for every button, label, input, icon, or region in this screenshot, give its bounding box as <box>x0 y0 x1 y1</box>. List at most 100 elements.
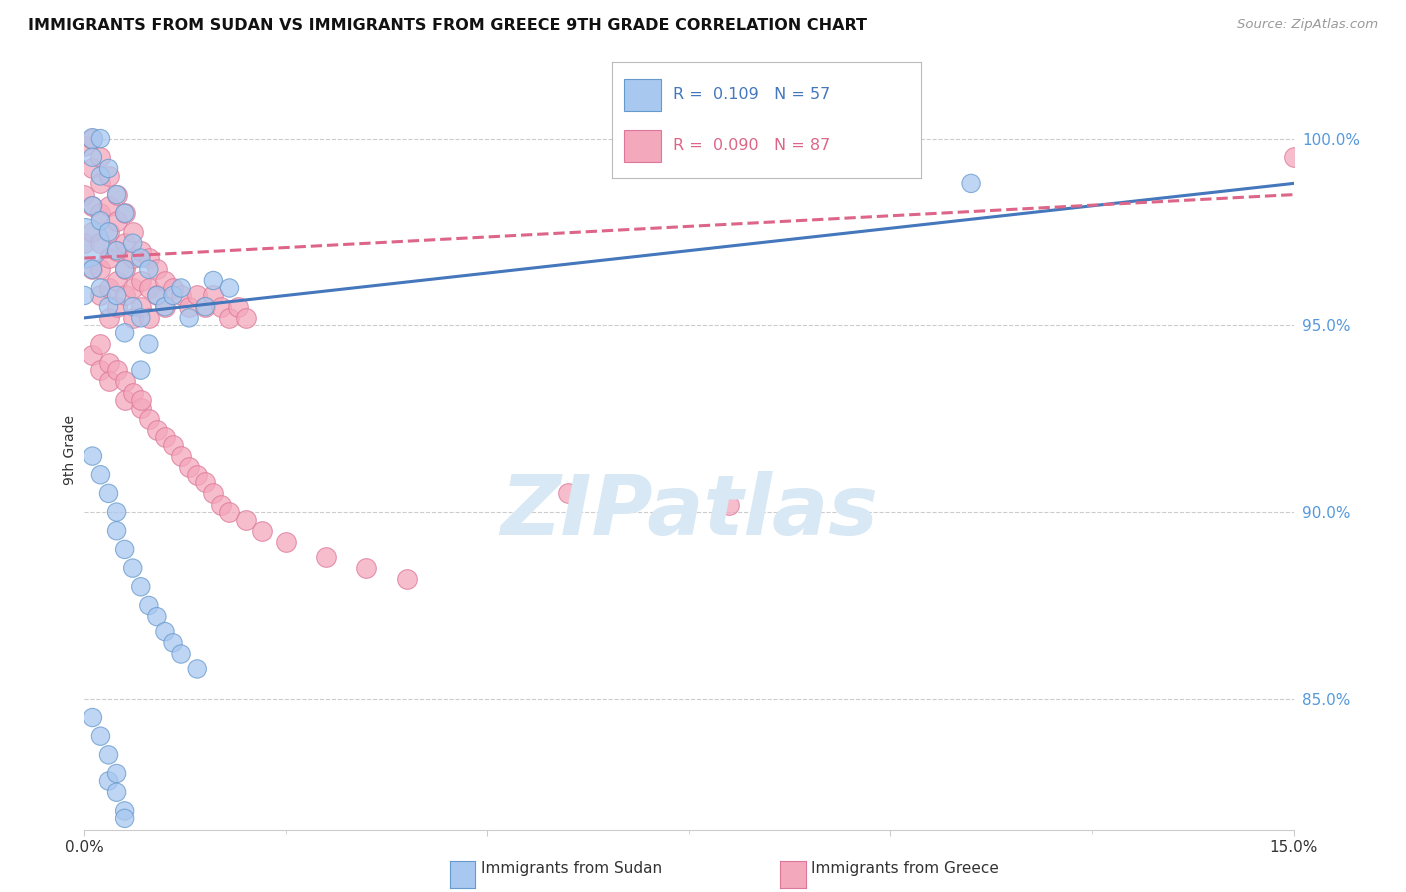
Point <box>179 300 201 314</box>
Point <box>73 236 96 251</box>
Point <box>146 423 169 437</box>
Y-axis label: 9th Grade: 9th Grade <box>63 416 77 485</box>
Point <box>179 310 201 325</box>
Point <box>121 225 143 239</box>
Point <box>557 486 579 500</box>
Point <box>82 131 104 145</box>
Point <box>146 262 169 277</box>
Point <box>250 524 273 538</box>
Point <box>162 281 184 295</box>
Point <box>202 273 225 287</box>
Point <box>170 449 193 463</box>
Point <box>194 475 217 490</box>
Point <box>114 262 136 277</box>
Point <box>146 288 169 302</box>
Point <box>194 300 217 314</box>
Point <box>138 251 160 265</box>
Text: Immigrants from Sudan: Immigrants from Sudan <box>481 861 662 876</box>
Bar <box>624 129 661 162</box>
Point <box>153 273 176 287</box>
Bar <box>624 78 661 112</box>
Point <box>218 310 240 325</box>
Point <box>129 392 152 407</box>
Point <box>153 624 176 639</box>
Point <box>89 467 111 482</box>
Point <box>73 139 96 153</box>
Point <box>97 486 120 500</box>
Point <box>97 161 120 176</box>
Point <box>129 300 152 314</box>
Point <box>129 580 152 594</box>
Point <box>162 636 184 650</box>
Point <box>89 150 111 164</box>
Point <box>89 262 111 277</box>
Point <box>97 300 120 314</box>
Point <box>121 310 143 325</box>
Point <box>162 438 184 452</box>
Point <box>82 262 104 277</box>
Point <box>186 662 208 676</box>
Point <box>218 281 240 295</box>
Point <box>105 288 128 302</box>
Point <box>73 187 96 202</box>
Point <box>97 199 120 213</box>
Point <box>89 729 111 743</box>
Point <box>97 281 120 295</box>
Point <box>114 206 136 220</box>
Point <box>179 460 201 475</box>
Point <box>129 401 152 415</box>
Point <box>138 599 160 613</box>
Point <box>82 262 104 277</box>
Point <box>89 206 111 220</box>
Point <box>153 430 176 444</box>
Point <box>153 300 176 314</box>
Point <box>105 244 128 258</box>
Point <box>105 524 128 538</box>
Point <box>186 288 208 302</box>
Point <box>235 310 257 325</box>
Point <box>89 177 111 191</box>
Point <box>105 505 128 519</box>
Point <box>153 300 176 314</box>
Text: Source: ZipAtlas.com: Source: ZipAtlas.com <box>1237 18 1378 31</box>
Point <box>138 310 160 325</box>
Point <box>89 337 111 351</box>
Point <box>105 187 128 202</box>
Point <box>138 281 160 295</box>
Point <box>114 542 136 557</box>
Point <box>114 392 136 407</box>
Point <box>235 512 257 526</box>
Point <box>138 262 160 277</box>
Point <box>89 236 111 251</box>
Point <box>114 811 136 825</box>
Point <box>97 356 120 370</box>
Point <box>121 561 143 575</box>
Point <box>170 281 193 295</box>
Point <box>146 288 169 302</box>
Point <box>138 337 160 351</box>
Point <box>97 251 120 265</box>
Point <box>97 310 120 325</box>
Point <box>129 251 152 265</box>
Point <box>138 411 160 425</box>
Text: IMMIGRANTS FROM SUDAN VS IMMIGRANTS FROM GREECE 9TH GRADE CORRELATION CHART: IMMIGRANTS FROM SUDAN VS IMMIGRANTS FROM… <box>28 18 868 33</box>
Point <box>89 169 111 183</box>
Point <box>121 385 143 400</box>
Point <box>97 225 120 239</box>
Point <box>73 236 96 251</box>
Point <box>315 549 337 564</box>
Point <box>89 213 111 227</box>
Point <box>146 609 169 624</box>
Point <box>89 363 111 377</box>
Point <box>73 288 96 302</box>
Point <box>82 710 104 724</box>
Point <box>82 131 104 145</box>
Point <box>114 236 136 251</box>
Point <box>194 300 217 314</box>
Text: ZIPatlas: ZIPatlas <box>501 471 877 551</box>
Point <box>170 647 193 661</box>
Text: Immigrants from Greece: Immigrants from Greece <box>811 861 1000 876</box>
Point <box>170 288 193 302</box>
Point <box>97 774 120 789</box>
Text: R =  0.090   N = 87: R = 0.090 N = 87 <box>673 138 831 153</box>
